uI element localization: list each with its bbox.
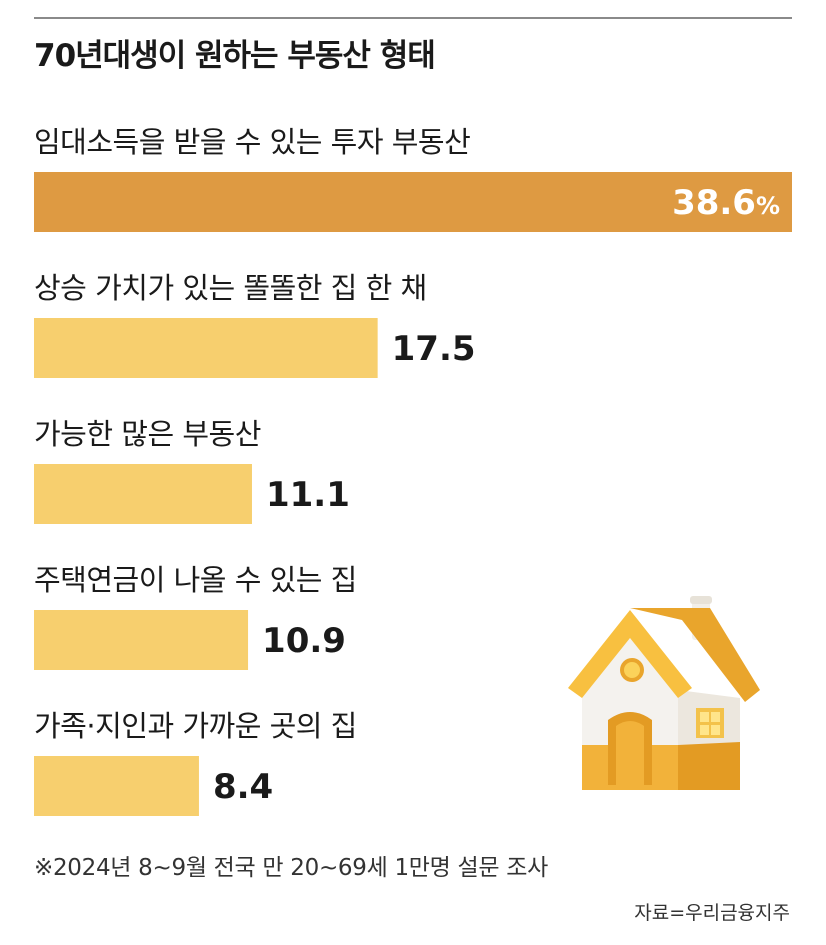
bar-chart: 임대소득을 받을 수 있는 투자 부동산 38.6% 상승 가치가 있는 똘똘한 집… [34, 125, 792, 816]
category-label: 주택연금이 나올 수 있는 집 [34, 563, 357, 597]
bar [34, 172, 792, 232]
footnote: ※2024년 8~9월 전국 만 20~69세 1만명 설문 조사 [34, 855, 548, 881]
house-icon [560, 580, 760, 814]
value-label: 10.9 [262, 621, 346, 661]
source-credit: 자료=우리금융지주 [634, 902, 790, 924]
bar [34, 318, 378, 378]
top-rule [34, 17, 792, 19]
bar [34, 756, 199, 816]
value-label: 17.5 [392, 329, 476, 369]
category-label: 가능한 많은 부동산 [34, 417, 261, 451]
category-label: 가족·지인과 가까운 곳의 집 [34, 709, 357, 743]
bar [34, 610, 249, 670]
value-label: 8.4 [213, 767, 273, 807]
bar [34, 464, 252, 524]
value-label: 11.1 [266, 475, 350, 515]
category-label: 임대소득을 받을 수 있는 투자 부동산 [34, 125, 470, 159]
value-label: 38.6% [672, 183, 780, 223]
chart-title: 70년대생이 원하는 부동산 형태 [34, 38, 436, 74]
category-label: 상승 가치가 있는 똘똘한 집 한 채 [34, 271, 427, 305]
